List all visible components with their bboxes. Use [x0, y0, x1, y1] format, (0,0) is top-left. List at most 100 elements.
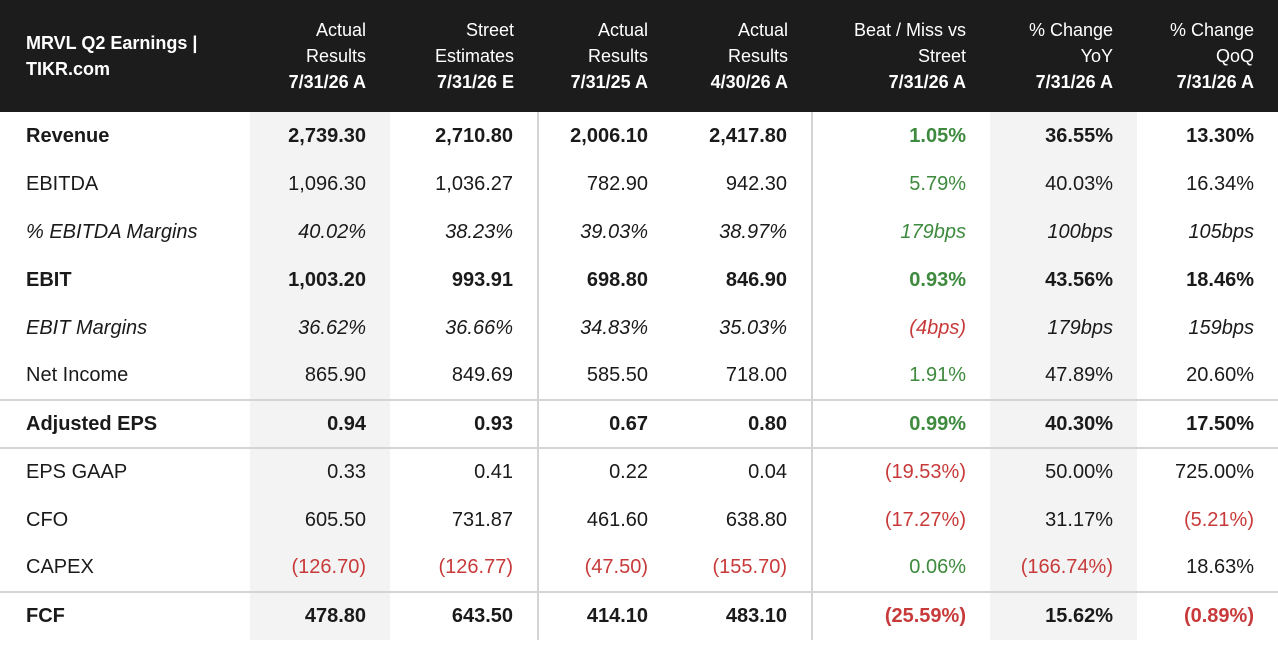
table-cell: (19.53%) [811, 447, 990, 496]
table-cell: 1,003.20 [250, 256, 390, 304]
row-label: Net Income [26, 364, 129, 386]
col-header-change-yoy: % Change YoY 7/31/26 A [990, 0, 1137, 112]
table-cell: 846.90 [725, 268, 787, 291]
table-cell: 105bps [1188, 220, 1254, 243]
col-header-change-qoq: % Change QoQ 7/31/26 A [1137, 0, 1278, 112]
table-row: CFO 605.50 731.87 461.60 638.80 (17.27%) 31.17… [0, 496, 1278, 544]
table-cell: (4bps) [811, 304, 990, 352]
table-cell: (155.70) [712, 556, 788, 578]
table-cell: 40.03% [990, 160, 1137, 208]
col-header-date: 7/31/26 A [288, 72, 366, 92]
table-cell: 0.99% [811, 399, 990, 448]
table-cell: 36.55% [990, 112, 1137, 160]
table-cell: 35.03% [719, 316, 787, 339]
table-cell: 1,096.30 [250, 160, 390, 208]
table-cell: 39.03% [537, 208, 672, 256]
table-row: Adjusted EPS 0.94 0.93 0.67 0.80 0.99% 40.30% 1… [0, 399, 1278, 448]
table-cell: 50.00% [990, 447, 1137, 496]
col-header-line: Beat / Miss vs [853, 20, 966, 40]
table-cell: (0.89%) [1137, 591, 1278, 640]
table-cell: 47.89% [990, 352, 1137, 400]
row-label: EPS GAAP [0, 447, 250, 496]
table-cell: 865.90 [250, 352, 390, 400]
table-cell: 643.50 [390, 591, 538, 640]
table-cell: 698.80 [537, 256, 672, 304]
table-cell: 159bps [1188, 316, 1254, 339]
table-cell: 0.33 [250, 447, 390, 496]
table-row: % EBITDA Margins 40.02% 38.23% 39.03% 38.97%… [0, 208, 1278, 256]
table-cell: 1.05% [811, 112, 990, 160]
header-row: MRVL Q2 Earnings | TIKR.com Actual Resul… [0, 0, 1278, 112]
table-row: EBIT 1,003.20 993.91 698.80 846.90 0.93% 43.56… [0, 256, 1278, 304]
table-cell: 0.41 [390, 447, 538, 496]
table-cell: 18.46% [1186, 268, 1254, 291]
table-cell: 20.60% [1186, 364, 1254, 386]
col-header-date: 7/31/26 E [436, 72, 514, 92]
table-cell: 0.67 [537, 399, 672, 448]
col-header-beat-miss: Beat / Miss vs Street 7/31/26 A [812, 0, 990, 112]
table-row: EBITDA 1,096.30 1,036.27 782.90 942.30 5.79% 4… [0, 160, 1278, 208]
row-label: EBIT Margins [26, 316, 148, 339]
table-cell: 0.06% [811, 544, 990, 592]
table-cell: 1.91% [811, 352, 990, 400]
col-header-street-estimates: Street Estimates 7/31/26 E [390, 0, 538, 112]
table-cell: 100bps [990, 208, 1137, 256]
row-label: CFO [26, 508, 69, 531]
table-row: CAPEX (126.70) (126.77) (47.50) (155.70) 0.06… [0, 544, 1278, 592]
table-row: EPS GAAP 0.33 0.41 0.22 0.04 (19.53%) 50.00% 72… [0, 447, 1278, 496]
table-cell: 0.94 [250, 399, 390, 448]
table-cell: 0.80 [672, 399, 812, 448]
table-cell: (47.50) [537, 544, 672, 592]
table-cell: 0.04 [672, 447, 812, 496]
table-cell: 34.83% [537, 304, 672, 352]
table-cell: 40.30% [990, 399, 1137, 448]
col-header-date: 7/31/25 A [570, 72, 648, 92]
col-header-line: Results [587, 46, 648, 66]
table-cell: 638.80 [725, 508, 787, 531]
table-cell: 585.50 [537, 352, 672, 400]
table-cell: 16.34% [1186, 172, 1254, 195]
table-cell: 2,710.80 [435, 124, 513, 147]
col-header-line: Actual [315, 20, 366, 40]
table-cell: 478.80 [250, 591, 390, 640]
table-cell: 782.90 [537, 160, 672, 208]
table-cell: 461.60 [537, 496, 672, 544]
table-cell: 725.00% [1137, 447, 1278, 496]
col-header-line: QoQ [1215, 46, 1254, 66]
table-cell: 38.23% [445, 220, 513, 243]
table-cell: 0.93% [811, 256, 990, 304]
table-cell: 38.97% [719, 220, 787, 243]
table-cell: 43.56% [990, 256, 1137, 304]
table-row: EBIT Margins 36.62% 36.66% 34.83% 35.03% (4bp… [0, 304, 1278, 352]
table-row: Net Income 865.90 849.69 585.50 718.00 1.91% 4… [0, 352, 1278, 400]
table-cell: 15.62% [990, 591, 1137, 640]
table-cell: 5.79% [811, 160, 990, 208]
col-header-line: Estimates [434, 46, 514, 66]
table-title: MRVL Q2 Earnings | TIKR.com [26, 33, 198, 79]
table-cell: 18.63% [1186, 556, 1254, 578]
table-cell: (166.74%) [990, 544, 1137, 592]
col-header-date: 4/30/26 A [710, 72, 788, 92]
table-body: Revenue 2,739.30 2,710.80 2,006.10 2,417.80 1… [0, 112, 1278, 640]
table-cell: (5.21%) [1183, 508, 1254, 531]
table-cell: 179bps [811, 208, 990, 256]
table-cell: 36.62% [250, 304, 390, 352]
row-label: FCF [0, 591, 250, 640]
col-header-line: Street [917, 46, 966, 66]
table-cell: 40.02% [250, 208, 390, 256]
table-cell: 0.93 [390, 399, 538, 448]
col-header-line: Street [465, 20, 514, 40]
table-cell: 0.22 [537, 447, 672, 496]
table-cell: 179bps [990, 304, 1137, 352]
table-cell: 414.10 [537, 591, 672, 640]
table-cell: 942.30 [725, 172, 787, 195]
col-header-date: 7/31/26 A [1035, 72, 1113, 92]
table-cell: 731.87 [451, 508, 513, 531]
col-header-actual-results: Actual Results 7/31/26 A [250, 0, 390, 112]
col-header-actual-results-prior-quarter: Actual Results 4/30/26 A [672, 0, 812, 112]
row-label: EBITDA [26, 172, 99, 195]
row-label: Revenue [26, 124, 110, 147]
table-cell: 36.66% [445, 316, 513, 339]
table-cell: 993.91 [451, 268, 513, 291]
